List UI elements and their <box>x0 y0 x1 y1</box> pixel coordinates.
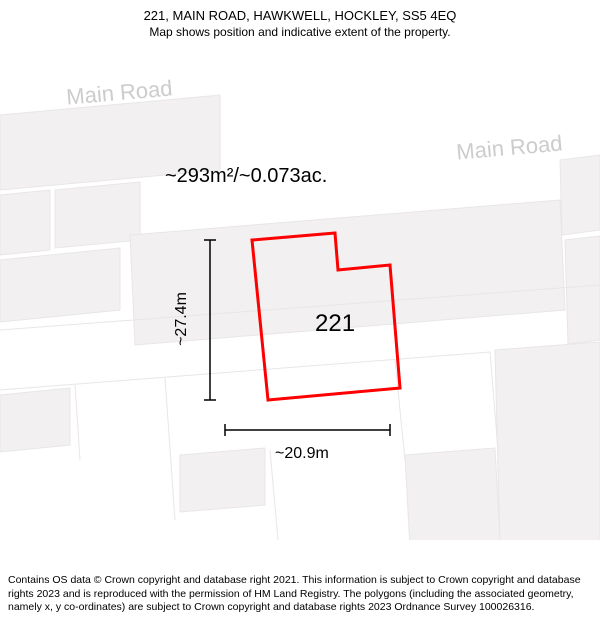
area-label: ~293m²/~0.073ac. <box>165 165 327 188</box>
dimension-horizontal-label: ~20.9m <box>275 445 329 463</box>
map-area: Main RoadMain Road ~293m²/~0.073ac. 221 … <box>0 0 600 540</box>
page-subtitle: Map shows position and indicative extent… <box>10 25 590 39</box>
footer-copyright: Contains OS data © Crown copyright and d… <box>0 568 600 625</box>
svg-text:Main Road: Main Road <box>455 130 563 164</box>
header: 221, MAIN ROAD, HAWKWELL, HOCKLEY, SS5 4… <box>0 0 600 43</box>
house-number: 221 <box>315 310 355 338</box>
page-title: 221, MAIN ROAD, HAWKWELL, HOCKLEY, SS5 4… <box>10 8 590 23</box>
dimension-vertical-label: ~27.4m <box>173 292 191 346</box>
